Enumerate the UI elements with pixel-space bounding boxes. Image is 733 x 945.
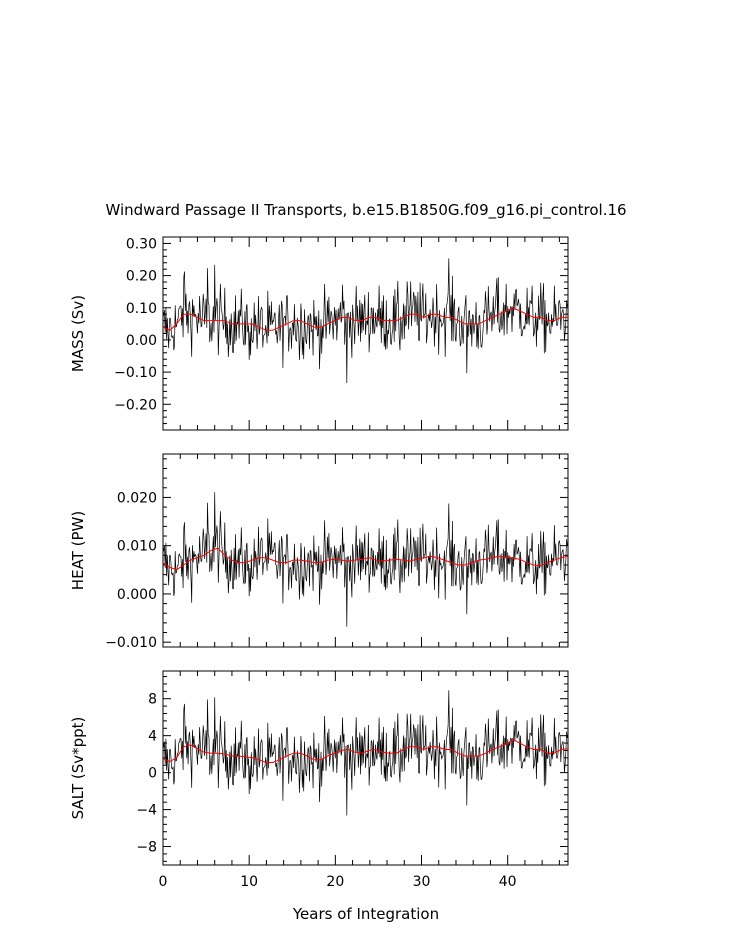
smoothed-series-line [162,547,569,571]
y-tick-label: −0.20 [114,397,157,413]
panel-2: −0.010 0.000 0.010 0.020 HEAT (PW) [69,453,569,651]
x-tick-label: 10 [240,874,258,890]
panel-3: −8 −4 0 4 8 0 10 20 30 40 SALT (Sv*ppt) [69,670,569,890]
y-tick-label: 0.010 [117,539,157,555]
x-tick-label: 0 [159,874,168,890]
x-tick-label: 20 [326,874,344,890]
smoothed-series-line [162,738,569,763]
y-tick-label: −4 [136,803,157,819]
y-tick-label: −0.10 [114,365,157,381]
y-tick-label: 0.020 [117,490,157,506]
x-tick-label: 30 [413,874,431,890]
raw-series-line [162,690,568,816]
plot-frame [162,453,569,648]
plot-frame [162,670,569,866]
raw-series-line [162,258,568,384]
y-tick-label: 0.00 [126,333,157,349]
panel-1: −0.20 −0.10 0.00 0.10 0.20 0.30 MASS (Sv) [69,236,569,431]
y-axis-label: HEAT (PW) [69,511,87,590]
y-tick-label: −0.010 [105,635,157,651]
y-tick-label: 8 [148,692,157,708]
smoothed-series-line [162,307,568,331]
y-tick-label: 0.10 [126,301,157,317]
raw-series-line [162,492,568,627]
y-tick-label: 0 [148,766,157,782]
x-tick-label: 40 [499,874,517,890]
y-axis-label: MASS (Sv) [69,295,87,372]
y-tick-label: 0.000 [117,587,157,603]
x-axis-label: Years of Integration [292,905,439,923]
y-tick-label: 0.20 [126,269,157,285]
y-tick-label: −8 [136,840,157,856]
y-axis-label: SALT (Sv*ppt) [69,717,87,820]
y-tick-label: 0.30 [126,236,157,252]
y-tick-label: 4 [148,729,157,745]
chart-title: Windward Passage II Transports, b.e15.B1… [105,201,626,220]
